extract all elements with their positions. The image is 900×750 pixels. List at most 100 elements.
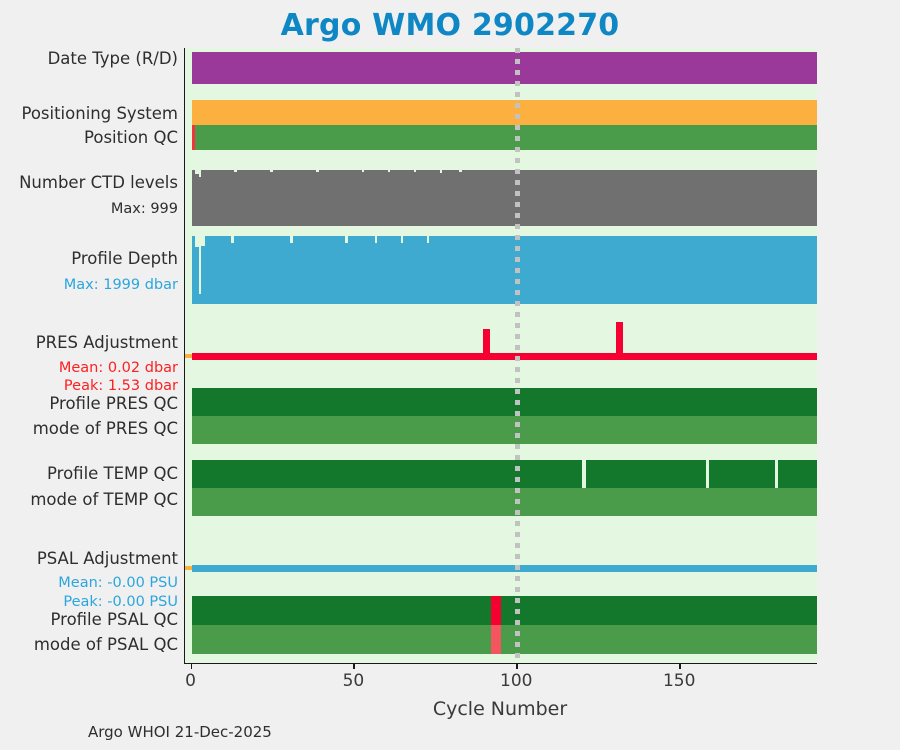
series-profile-depth-bar — [207, 236, 212, 304]
series-profile-depth-bar — [527, 236, 531, 304]
series-number-ctd-levels-bar — [481, 170, 486, 226]
row-label-number-ctd-levels-max: Max: 999 — [110, 201, 178, 217]
series-number-ctd-levels-bar — [227, 170, 232, 226]
series-profile-depth-bar — [429, 236, 434, 304]
series-profile-depth-bar — [543, 236, 548, 304]
series-number-ctd-levels-bar — [373, 170, 378, 226]
series-number-ctd-levels-bar — [253, 170, 258, 226]
series-number-ctd-levels-bar — [693, 170, 698, 226]
series-profile-depth-bar — [461, 236, 466, 304]
series-positioning-system-segment — [481, 100, 492, 125]
series-profile-depth-bar — [191, 236, 196, 304]
series-pres-adjustment-line — [748, 353, 782, 361]
x-axis-tick-label: 50 — [342, 671, 365, 691]
series-profile-depth-bar — [201, 246, 206, 304]
series-number-ctd-levels-bar — [452, 170, 456, 226]
x-axis-tick — [516, 663, 518, 669]
series-number-ctd-levels-bar — [572, 170, 577, 226]
figure-footer: Argo WHOI 21-Dec-2025 — [88, 723, 272, 741]
series-number-ctd-levels-bar — [774, 170, 779, 226]
series-number-ctd-levels-bar — [501, 170, 505, 226]
series-profile-depth-bar — [670, 236, 675, 304]
series-profile-temp-qc-segment — [709, 460, 749, 488]
series-position-qc-segment — [716, 125, 749, 150]
series-number-ctd-levels-bar — [667, 170, 671, 226]
row-label-mode-temp-qc: mode of TEMP QC — [30, 490, 178, 509]
series-number-ctd-levels-bar — [536, 170, 541, 226]
series-mode-of-pres-qc-segment — [481, 416, 492, 444]
series-number-ctd-levels-bar — [615, 170, 619, 226]
series-profile-depth-bar — [263, 236, 268, 304]
series-number-ctd-levels-bar — [732, 170, 737, 226]
series-number-ctd-levels-bar — [761, 170, 766, 226]
series-pres-adjustment-line — [624, 353, 638, 361]
series-number-ctd-levels-bar — [670, 170, 675, 226]
series-mode-of-psal-qc-segment — [660, 625, 684, 654]
series-profile-pres-qc-segment — [660, 388, 684, 416]
series-profile-depth-bar — [686, 236, 691, 304]
series-number-ctd-levels-bar — [354, 170, 359, 226]
series-profile-depth-bar — [478, 236, 483, 304]
x-axis-tick-label: 150 — [662, 671, 696, 691]
series-number-ctd-levels-bar — [347, 170, 352, 226]
series-mode-of-psal-qc-segment — [191, 625, 482, 654]
series-profile-depth-bar — [341, 236, 346, 304]
series-profile-depth-bar — [224, 236, 228, 304]
series-psal-adjustment-line — [191, 565, 482, 572]
series-profile-depth-bar — [233, 236, 238, 304]
series-profile-depth-bar — [452, 236, 456, 304]
series-profile-psal-qc-segment — [683, 596, 716, 625]
series-number-ctd-levels-bar — [725, 170, 730, 226]
series-number-ctd-levels-bar — [211, 170, 215, 226]
series-profile-depth-bar — [308, 236, 313, 304]
series-number-ctd-levels-bar — [582, 170, 587, 226]
series-number-ctd-levels-bar — [735, 170, 740, 226]
series-profile-temp-qc-segment — [683, 460, 707, 488]
x-axis-tick — [679, 663, 681, 669]
series-profile-depth-bar — [790, 236, 795, 304]
series-number-ctd-levels-bar — [194, 173, 199, 226]
series-profile-depth-bar — [784, 236, 789, 304]
series-profile-depth-bar — [292, 236, 297, 304]
row-label-psal-adjustment-peak: Peak: -0.00 PSU — [63, 594, 178, 610]
series-profile-depth-bar — [458, 236, 463, 304]
series-profile-depth-bar — [487, 236, 492, 304]
series-number-ctd-levels-bar — [579, 170, 584, 226]
series-profile-depth-bar — [455, 236, 460, 304]
series-profile-depth-bar — [523, 236, 528, 304]
series-number-ctd-levels-bar — [204, 170, 209, 226]
series-profile-depth-bar — [357, 236, 362, 304]
series-number-ctd-levels-bar — [533, 170, 538, 226]
x-axis-tick-label: 0 — [185, 671, 196, 691]
series-positioning-system-segment — [781, 100, 817, 125]
series-number-ctd-levels-bar — [797, 170, 802, 226]
series-date-type-r-d-segment — [491, 52, 501, 84]
row-label-psal-adjustment-mean: Mean: -0.00 PSU — [58, 575, 178, 591]
series-profile-depth-bar — [764, 236, 769, 304]
series-number-ctd-levels-bar — [360, 172, 365, 226]
series-number-ctd-levels-bar — [556, 170, 561, 226]
series-number-ctd-levels-bar — [637, 170, 642, 226]
series-number-ctd-levels-bar — [712, 170, 717, 226]
series-profile-depth-bar — [315, 236, 320, 304]
series-number-ctd-levels-bar — [198, 176, 202, 226]
series-number-ctd-levels-bar — [416, 170, 421, 226]
series-profile-depth-bar — [605, 236, 610, 304]
series-number-ctd-levels-bar — [494, 170, 499, 226]
series-profile-depth-bar — [510, 236, 515, 304]
series-profile-depth-bar — [634, 236, 639, 304]
series-mode-of-temp-qc-segment — [637, 488, 661, 516]
series-profile-depth-bar — [787, 236, 792, 304]
series-profile-depth-bar — [611, 236, 616, 304]
series-number-ctd-levels-bar — [445, 170, 450, 226]
series-pres-adjustment-line — [660, 353, 684, 361]
series-number-ctd-levels-bar — [259, 170, 264, 226]
series-position-qc-segment — [491, 125, 501, 150]
series-number-ctd-levels-bar — [292, 170, 297, 226]
series-profile-depth-bar — [351, 236, 355, 304]
series-number-ctd-levels-bar — [331, 170, 336, 226]
series-profile-depth-bar — [302, 236, 307, 304]
series-number-ctd-levels-bar — [523, 170, 528, 226]
series-number-ctd-levels-bar — [628, 170, 632, 226]
